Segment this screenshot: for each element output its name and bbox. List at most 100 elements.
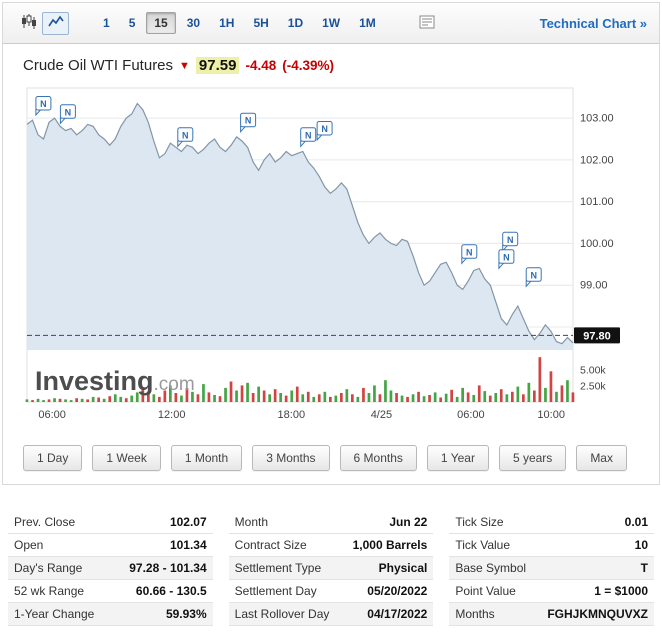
svg-text:100.00: 100.00 xyxy=(580,238,614,250)
price-chart-area[interactable]: Investing.com 103.00 102.00 101.00 100.00 99.… xyxy=(3,76,659,437)
price-area-series xyxy=(26,102,574,350)
svg-text:06:00: 06:00 xyxy=(457,409,485,421)
svg-text:5.00k: 5.00k xyxy=(580,365,606,377)
interval-button-1w[interactable]: 1W xyxy=(314,12,348,34)
stats-column-2: Month Jun 22 Contract Size 1,000 Barrels Set… xyxy=(228,511,434,626)
stat-value: FGHJKMNQUVXZ xyxy=(547,607,648,621)
interval-button-5[interactable]: 5 xyxy=(121,12,144,34)
period-button-6-months[interactable]: 6 Months xyxy=(339,445,417,471)
stat-label: 1-Year Change xyxy=(14,607,95,621)
price-change: -4.48 xyxy=(245,58,277,73)
news-marker[interactable]: N xyxy=(240,112,257,133)
candlestick-chart-icon xyxy=(21,14,37,32)
stat-value: 04/17/2022 xyxy=(367,607,428,621)
period-button-1-week[interactable]: 1 Week xyxy=(92,445,161,471)
stat-value: 0.01 xyxy=(624,515,648,529)
interval-button-15[interactable]: 15 xyxy=(146,12,176,34)
svg-text:N: N xyxy=(65,107,72,117)
news-panel-icon-button[interactable] xyxy=(414,12,441,35)
stats-column-1: Prev. Close 102.07 Open 101.34 Day's Range 97… xyxy=(8,511,213,626)
svg-text:4/25: 4/25 xyxy=(371,409,392,421)
interval-button-1h[interactable]: 1H xyxy=(211,12,242,34)
news-marker[interactable]: N xyxy=(177,127,194,148)
stat-row: 1-Year Change 59.93% xyxy=(8,603,213,626)
instrument-header: Crude Oil WTI Futures ▼ 97.59 -4.48 (-4.… xyxy=(3,44,659,76)
svg-text:2.50k: 2.50k xyxy=(580,381,606,393)
line-chart-icon-button[interactable] xyxy=(42,11,69,35)
stat-row: Settlement Day 05/20/2022 xyxy=(228,580,434,603)
svg-text:18:00: 18:00 xyxy=(278,409,306,421)
stat-row: Tick Size 0.01 xyxy=(449,511,654,534)
stat-label: Tick Size xyxy=(455,515,504,529)
news-marker[interactable]: N xyxy=(300,127,317,148)
current-price-tag: 97.80 xyxy=(574,327,620,344)
svg-text:N: N xyxy=(182,130,189,140)
stat-value: T xyxy=(640,561,648,575)
stat-label: Last Rollover Day xyxy=(234,607,330,621)
svg-text:10:00: 10:00 xyxy=(537,409,565,421)
stat-label: Day's Range xyxy=(14,561,83,575)
svg-text:101.00: 101.00 xyxy=(580,196,614,208)
technical-chart-link[interactable]: Technical Chart » xyxy=(539,15,647,31)
interval-button-1m[interactable]: 1M xyxy=(351,12,384,34)
stat-label: Month xyxy=(234,515,269,529)
period-button-1-month[interactable]: 1 Month xyxy=(170,445,243,471)
svg-text:102.00: 102.00 xyxy=(580,154,614,166)
news-marker[interactable]: N xyxy=(35,96,52,117)
stat-label: Point Value xyxy=(455,584,516,598)
svg-text:N: N xyxy=(245,116,252,126)
svg-text:97.80: 97.80 xyxy=(583,330,611,342)
stat-value: Physical xyxy=(378,561,428,575)
interval-button-1[interactable]: 1 xyxy=(95,12,118,34)
stat-value: 60.66 - 130.5 xyxy=(135,584,207,598)
interval-button-1d[interactable]: 1D xyxy=(280,12,311,34)
stat-label: Base Symbol xyxy=(455,561,527,575)
price-down-arrow-icon: ▼ xyxy=(179,60,190,72)
line-chart-icon xyxy=(47,15,64,32)
interval-button-5h[interactable]: 5H xyxy=(245,12,276,34)
period-button-max[interactable]: Max xyxy=(576,445,627,471)
chart-toolbar: 1 5 15 30 1H 5H 1D 1W 1M Technical Chart » xyxy=(3,3,659,44)
period-button-1-day[interactable]: 1 Day xyxy=(23,445,83,471)
instrument-stats: Prev. Close 102.07 Open 101.34 Day's Range 97… xyxy=(8,511,654,626)
svg-text:99.00: 99.00 xyxy=(580,280,608,292)
chart-widget: 1 5 15 30 1H 5H 1D 1W 1M Technical Chart » Crude… xyxy=(2,2,660,485)
stat-value: 1 = $1000 xyxy=(594,584,648,598)
stat-row: 52 wk Range 60.66 - 130.5 xyxy=(8,580,213,603)
list-panel-icon xyxy=(419,15,435,32)
svg-text:12:00: 12:00 xyxy=(158,409,186,421)
news-marker[interactable]: N xyxy=(498,249,515,270)
period-button-1-year[interactable]: 1 Year xyxy=(426,445,489,471)
stat-label: Settlement Day xyxy=(234,584,317,598)
stat-value: 1,000 Barrels xyxy=(352,538,428,552)
stats-column-3: Tick Size 0.01 Tick Value 10 Base Symbol T Poi… xyxy=(449,511,654,626)
stat-label: Prev. Close xyxy=(14,515,76,529)
stat-row: Month Jun 22 xyxy=(228,511,434,534)
svg-text:N: N xyxy=(530,270,537,280)
stat-row: Last Rollover Day 04/17/2022 xyxy=(228,603,434,626)
svg-text:103.00: 103.00 xyxy=(580,113,614,125)
period-button-5-years[interactable]: 5 years xyxy=(498,445,567,471)
stat-label: Open xyxy=(14,538,44,552)
candlestick-chart-icon-button[interactable] xyxy=(15,12,42,35)
news-marker[interactable]: N xyxy=(461,244,478,265)
news-marker[interactable]: N xyxy=(502,231,519,253)
news-marker[interactable]: N xyxy=(525,267,542,288)
news-marker[interactable]: N xyxy=(316,121,333,142)
svg-text:06:00: 06:00 xyxy=(38,409,66,421)
price-change-percent: (-4.39%) xyxy=(282,58,335,73)
stat-row: Settlement Type Physical xyxy=(228,557,434,580)
svg-text:N: N xyxy=(503,252,510,262)
interval-button-30[interactable]: 30 xyxy=(179,12,208,34)
stat-row: Base Symbol T xyxy=(449,557,654,580)
period-button-3-months[interactable]: 3 Months xyxy=(252,445,330,471)
stat-label: Settlement Type xyxy=(234,561,322,575)
period-selector: 1 Day 1 Week 1 Month 3 Months 6 Months 1 Year… xyxy=(3,437,659,484)
price-chart[interactable]: Investing.com103.00102.00101.00100.0099.… xyxy=(11,80,655,432)
y-axis-labels: 103.00 102.00 101.00 100.00 99.00 5.00k 2.50k xyxy=(580,113,614,393)
stat-row: Months FGHJKMNQUVXZ xyxy=(449,603,654,626)
stat-value: 102.07 xyxy=(169,515,207,529)
news-marker[interactable]: N xyxy=(59,104,76,125)
interval-selector: 1 5 15 30 1H 5H 1D 1W 1M xyxy=(95,12,384,34)
svg-text:N: N xyxy=(305,130,312,140)
